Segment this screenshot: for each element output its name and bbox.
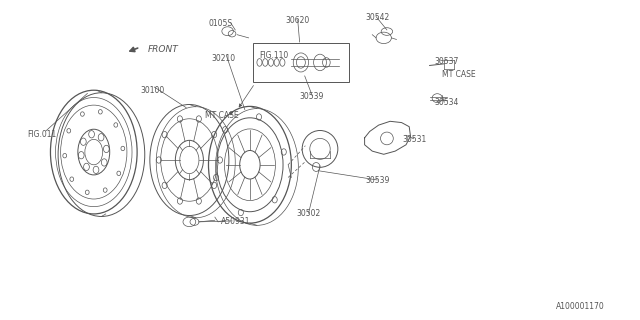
Text: 30100: 30100 — [140, 86, 164, 95]
Text: A100001170: A100001170 — [556, 302, 605, 311]
Text: 30537: 30537 — [435, 57, 459, 66]
Text: 30539: 30539 — [300, 92, 324, 101]
Text: MT CASE: MT CASE — [442, 70, 476, 79]
Text: 30502: 30502 — [296, 209, 321, 219]
Text: 0105S: 0105S — [209, 19, 232, 28]
Text: 30534: 30534 — [435, 99, 459, 108]
Text: FIG.110: FIG.110 — [259, 51, 289, 60]
Text: FRONT: FRONT — [148, 45, 179, 54]
Text: 30210: 30210 — [212, 54, 236, 63]
Bar — [253, 43, 349, 82]
Text: FIG.011: FIG.011 — [27, 130, 56, 139]
Text: 30539: 30539 — [366, 176, 390, 185]
Text: MT CASE: MT CASE — [205, 111, 239, 120]
Text: 30531: 30531 — [403, 135, 427, 144]
Text: A50931: A50931 — [221, 217, 251, 226]
Text: 30620: 30620 — [285, 16, 309, 25]
Text: 30542: 30542 — [366, 13, 390, 22]
